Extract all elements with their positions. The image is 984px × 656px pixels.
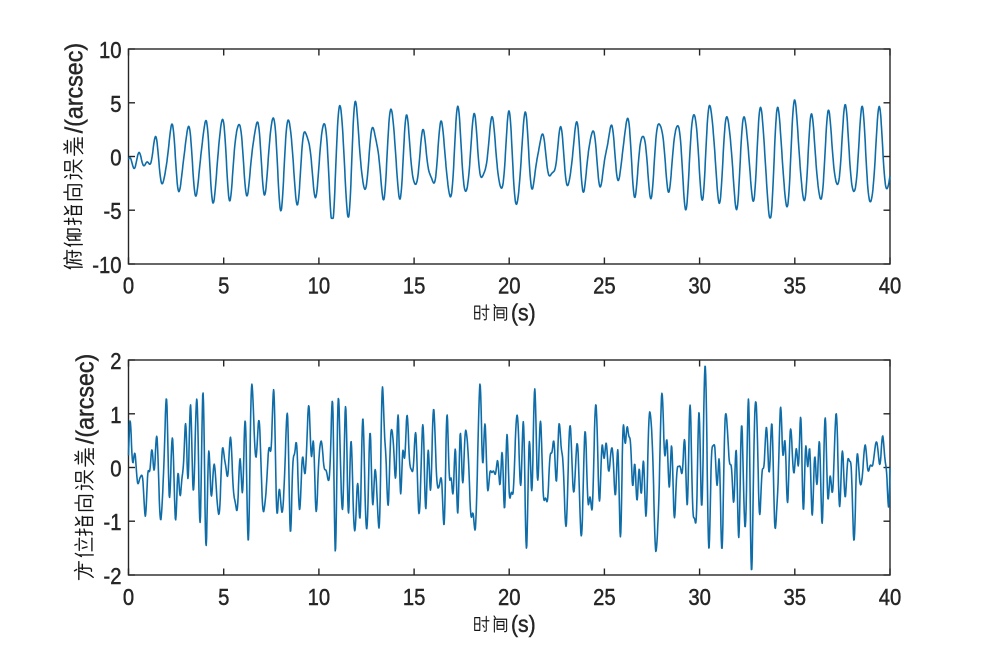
svg-text:35: 35 [784,584,807,611]
svg-text:40: 40 [879,584,902,611]
svg-text:/(arcsec): /(arcsec) [61,43,89,133]
svg-text:0: 0 [110,455,121,482]
svg-text:-2: -2 [104,563,122,590]
svg-text:20: 20 [498,584,521,611]
svg-text:/(arcsec): /(arcsec) [72,354,100,444]
svg-text:5: 5 [218,584,229,611]
svg-text:25: 25 [593,272,616,299]
svg-text:30: 30 [688,272,711,299]
svg-text:10: 10 [99,37,122,64]
svg-text:-5: -5 [104,198,122,225]
svg-text:30: 30 [688,584,711,611]
svg-text:2: 2 [110,348,121,375]
svg-text:5: 5 [218,272,229,299]
svg-text:25: 25 [593,584,616,611]
svg-text:0: 0 [123,584,134,611]
svg-text:-1: -1 [104,509,122,536]
svg-text:1: 1 [110,402,121,429]
svg-text:10: 10 [308,272,331,299]
svg-text:(s): (s) [511,611,536,637]
svg-text:(s): (s) [511,300,536,326]
svg-text:0: 0 [123,272,134,299]
svg-text:40: 40 [879,272,902,299]
svg-text:0: 0 [110,144,121,171]
svg-text:10: 10 [308,584,331,611]
svg-text:15: 15 [403,272,426,299]
svg-text:20: 20 [498,272,521,299]
svg-text:35: 35 [784,272,807,299]
svg-text:15: 15 [403,584,426,611]
svg-text:-10: -10 [92,252,121,279]
svg-text:5: 5 [110,91,121,118]
